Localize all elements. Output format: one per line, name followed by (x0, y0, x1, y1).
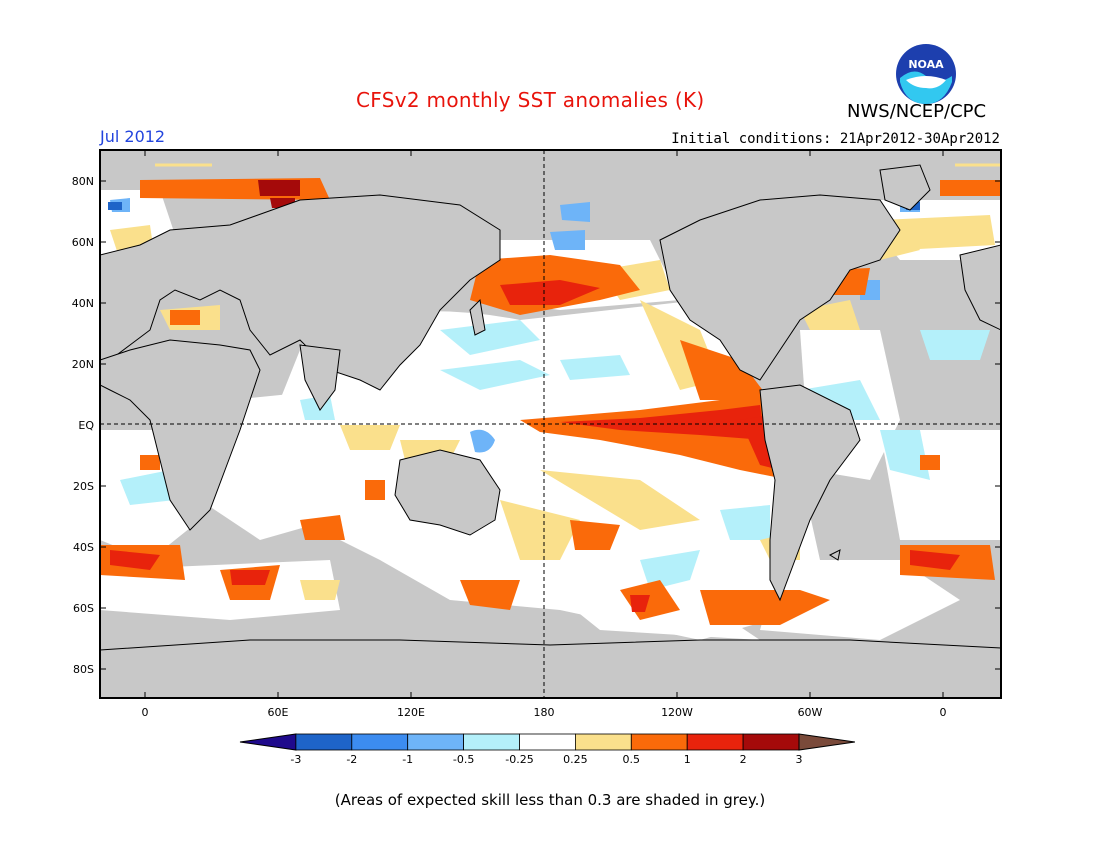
latitude-axis: 80N 60N 40N 20N EQ 20S 40S 60S 80S (72, 175, 95, 676)
lat-label: 60N (72, 236, 94, 249)
sst-anomaly-map: 80N 60N 40N 20N EQ 20S 40S 60S 80S 0 60E… (72, 149, 1002, 766)
lat-label: 80S (73, 663, 94, 676)
legend-swatch-max (798, 733, 855, 751)
lon-label: 60E (268, 706, 289, 719)
legend-tick-label: -0.25 (505, 753, 533, 766)
legend-tick-label: -2 (346, 753, 357, 766)
lon-label: 120E (397, 706, 425, 719)
legend-tick-label: -1 (402, 753, 413, 766)
lon-label: 0 (142, 706, 149, 719)
legend-tick-label: 2 (740, 753, 747, 766)
agency-label: NWS/NCEP/CPC (847, 101, 987, 122)
legend-swatch (742, 733, 800, 751)
lat-label: 80N (72, 175, 94, 188)
skill-footnote: (Areas of expected skill less than 0.3 a… (334, 791, 766, 809)
legend-tick-label: -0.5 (453, 753, 474, 766)
legend-swatch-min (239, 733, 297, 751)
legend-tick-label: 3 (796, 753, 803, 766)
lat-label: EQ (78, 419, 94, 432)
noaa-logo: NOAA (894, 42, 958, 110)
lon-label: 0 (940, 706, 947, 719)
lon-label: 180 (534, 706, 555, 719)
legend-swatch (630, 733, 688, 751)
longitude-ticks (144, 150, 944, 698)
color-scale-legend: -3 -2 -1 -0.5 -0.25 0.25 0.5 1 2 3 (239, 733, 855, 766)
chart-title: CFSv2 monthly SST anomalies (K) (356, 88, 705, 112)
latitude-ticks (100, 180, 1001, 670)
longitude-axis: 0 60E 120E 180 120W 60W 0 (142, 706, 947, 719)
land-masses (100, 164, 1001, 698)
legend-swatch (463, 733, 520, 751)
map-frame (99, 149, 1002, 699)
lat-label: 20S (73, 480, 94, 493)
noaa-logo-text: NOAA (908, 58, 944, 71)
legend-tick-label: 0.5 (623, 753, 641, 766)
lon-label: 60W (798, 706, 823, 719)
lon-label: 120W (661, 706, 693, 719)
lat-label: 60S (73, 602, 94, 615)
legend-tick-label: -3 (290, 753, 301, 766)
legend-swatch (686, 733, 744, 751)
legend-tick-label: 1 (684, 753, 691, 766)
lat-label: 40S (73, 541, 94, 554)
legend-swatch (407, 733, 465, 751)
lat-label: 40N (72, 297, 94, 310)
initial-conditions: Initial conditions: 21Apr2012-30Apr2012 (671, 131, 1000, 147)
legend-swatch (295, 733, 353, 751)
legend-tick-label: 0.25 (563, 753, 588, 766)
lat-label: 20N (72, 358, 94, 371)
legend-swatch (351, 733, 409, 751)
legend-swatch (575, 733, 632, 751)
legend-swatch (519, 733, 576, 751)
forecast-month: Jul 2012 (100, 127, 166, 146)
